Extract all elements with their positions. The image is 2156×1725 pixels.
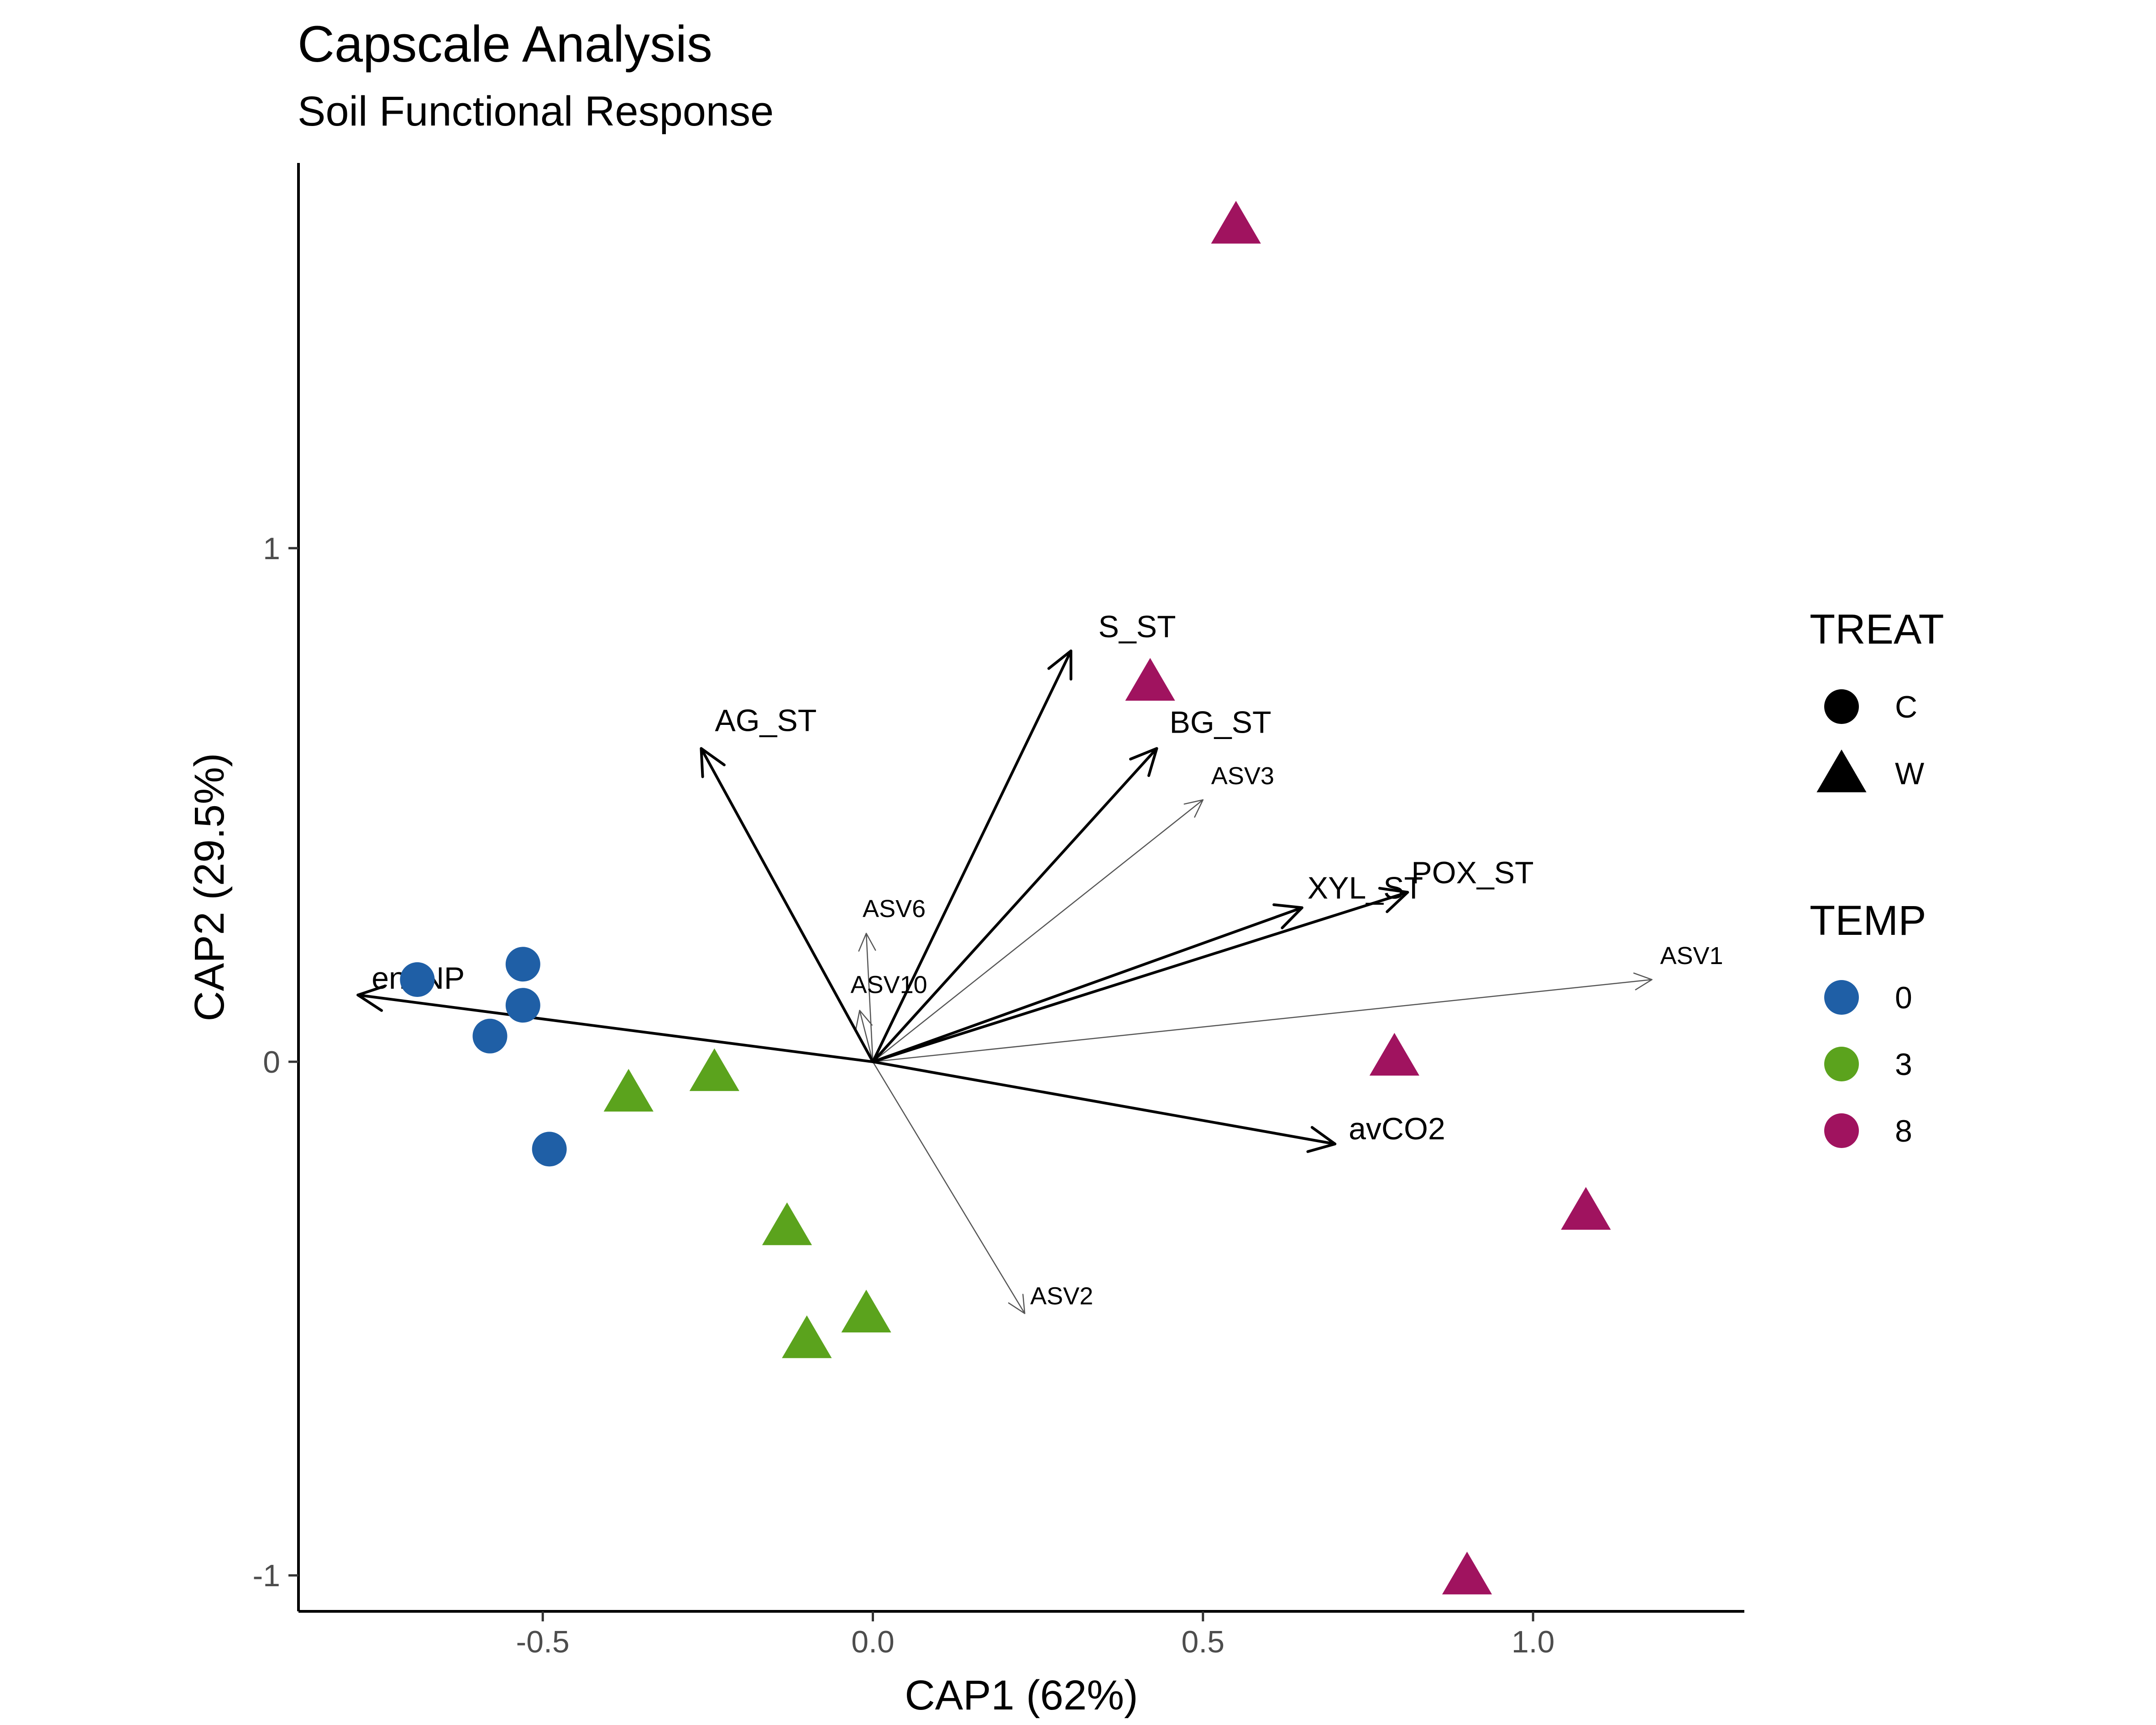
legend-label-temp-8: 8	[1895, 1114, 1912, 1148]
point-triangle-temp-8	[1442, 1552, 1492, 1594]
legend-key-temp-8	[1824, 1113, 1859, 1148]
constraint-vector-head	[1378, 886, 1409, 913]
constraint-vector-label: AG_ST	[715, 703, 816, 738]
constraint-vector-line	[871, 649, 1073, 1064]
point-triangle-temp-8	[1369, 1033, 1419, 1076]
constraint-vector-line	[871, 1060, 1337, 1146]
constraint-vector-label: XYL_ST	[1308, 871, 1423, 906]
species-vector-line	[872, 1061, 1026, 1314]
y-tick-label: 0	[263, 1045, 280, 1080]
point-triangle-temp-8	[1561, 1187, 1611, 1230]
constraint-vector-xyl-st	[871, 903, 1303, 1064]
point-triangle-temp-3	[762, 1202, 812, 1245]
legend-label-treat-c: C	[1895, 690, 1917, 724]
constraint-vector-head	[1306, 1126, 1337, 1153]
point-triangle-temp-3	[782, 1315, 832, 1358]
x-tick-label: 0.5	[1182, 1625, 1225, 1659]
x-tick-label: -0.5	[516, 1625, 570, 1659]
species-vector-line	[872, 979, 1653, 1063]
constraint-vector-label: BG_ST	[1170, 705, 1272, 740]
constraint-vector-ag-st	[700, 747, 874, 1064]
species-vector-line	[859, 1010, 874, 1063]
species-vector-head	[855, 1010, 873, 1030]
constraint-vector-head	[1129, 747, 1158, 777]
y-tick-label: 1	[263, 531, 280, 566]
point-circle-temp-0	[472, 1018, 508, 1054]
species-vector-asv6	[858, 933, 876, 1063]
species-vector-head	[1633, 972, 1653, 991]
constraint-vector-avco2	[871, 1060, 1337, 1153]
legend-key-triangle	[1816, 750, 1867, 792]
constraint-vector-s-st	[871, 649, 1073, 1064]
point-triangle-temp-3	[603, 1069, 654, 1112]
point-triangle-temp-8	[1211, 201, 1261, 244]
x-tick-label: 1.0	[1512, 1625, 1555, 1659]
species-vector-asv1	[872, 972, 1653, 1063]
legend-label-temp-3: 3	[1895, 1047, 1912, 1082]
species-vector-asv3	[872, 799, 1204, 1063]
legend-title-treat: TREAT	[1810, 606, 1944, 653]
species-vector-line	[865, 933, 874, 1063]
x-tick-label: 0.0	[851, 1625, 895, 1659]
legend-layer: TREAT CW TEMP 0 3 8	[1810, 606, 1944, 1148]
point-triangle-temp-3	[689, 1048, 739, 1091]
constraint-vector-label: avCO2	[1349, 1112, 1445, 1146]
legend-label-treat-w: W	[1895, 756, 1924, 791]
species-vector-label: ASV3	[1211, 762, 1274, 790]
legend-key-circle	[1824, 689, 1859, 724]
axes-layer: -0.5 0.0 0.5 1.0 -1 0 1 CAP1 (62%) CAP2 (29.5%)	[186, 163, 1744, 1719]
legend-key-temp-0	[1824, 980, 1859, 1015]
chart-subtitle: Soil Functional Response	[298, 88, 774, 135]
constraint-vector-head	[1272, 903, 1303, 929]
constraint-vector-head	[700, 747, 726, 778]
constraint-vector-bg-st	[871, 747, 1158, 1064]
constraint-vector-line	[871, 906, 1303, 1064]
constraint-vector-head	[356, 985, 387, 1012]
point-circle-temp-0	[505, 988, 540, 1023]
species-vector-line	[872, 799, 1204, 1063]
legend-key-temp-3	[1824, 1047, 1859, 1081]
y-axis-title: CAP2 (29.5%)	[186, 753, 233, 1021]
constraint-vector-pox-st	[871, 886, 1409, 1064]
species-vector-label: ASV1	[1660, 942, 1723, 970]
point-triangle-temp-3	[841, 1290, 891, 1332]
constraint-vector-label: S_ST	[1098, 609, 1176, 644]
legend-title-temp: TEMP	[1810, 897, 1926, 944]
constraint-vector-line	[871, 747, 1158, 1064]
chart-title: Capscale Analysis	[298, 16, 712, 73]
point-circle-temp-0	[505, 947, 540, 982]
species-vector-head	[1008, 1294, 1026, 1314]
points-layer	[400, 201, 1611, 1594]
species-vector-label: ASV6	[863, 895, 926, 923]
constraint-vector-enznp	[356, 985, 874, 1064]
y-tick-label: -1	[253, 1558, 280, 1593]
species-vector-asv2	[872, 1061, 1026, 1314]
point-triangle-temp-8	[1125, 658, 1175, 701]
species-vector-asv10	[855, 1010, 874, 1063]
species-vector-head	[1183, 799, 1204, 818]
constraint-vector-label: POX_ST	[1411, 855, 1533, 890]
species-vector-label: ASV2	[1030, 1282, 1093, 1310]
constraint-vector-head	[1047, 649, 1073, 681]
point-circle-temp-0	[532, 1132, 567, 1167]
constraint-vector-line	[700, 747, 874, 1064]
species-vector-head	[858, 933, 876, 952]
constraint-vector-line	[356, 993, 874, 1064]
legend-label-temp-0: 0	[1895, 980, 1912, 1015]
x-axis-title: CAP1 (62%)	[905, 1672, 1138, 1719]
point-circle-temp-0	[400, 962, 435, 997]
constraint-vector-line	[871, 891, 1409, 1064]
